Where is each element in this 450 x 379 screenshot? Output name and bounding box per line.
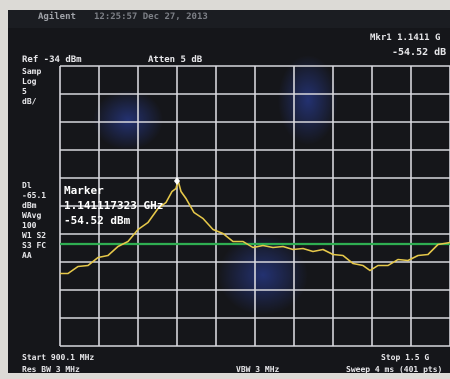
samp-label: Samp	[22, 67, 42, 76]
analyzer-screen: Agilent 12:25:57 Dec 27, 2013 Ref -34 dB…	[8, 10, 450, 373]
datetime-label: 12:25:57 Dec 27, 2013	[94, 12, 208, 22]
log-label: Log	[22, 77, 37, 86]
marker-frequency: 1.141117323 GHz	[64, 199, 164, 212]
brand-label: Agilent	[38, 12, 76, 22]
ref-level-label: Ref -34 dBm	[22, 55, 82, 65]
marker-amplitude: -54.52 dBm	[64, 214, 131, 227]
marker-diamond-icon	[174, 177, 180, 185]
stop-frequency-label: Stop 1.5 G	[381, 353, 430, 362]
scale-unit-label: dB/	[22, 97, 37, 106]
spectrum-display	[59, 55, 450, 347]
aa-label: AA	[22, 251, 32, 260]
w1s2-label: W1 S2	[22, 231, 47, 240]
attenuation-label: Atten 5 dB	[148, 55, 203, 65]
left-annotation-top: Samp Log 5 dB/	[22, 67, 41, 107]
dl-value-label: -65.1	[22, 191, 47, 200]
sweep-label: Sweep 4 ms (401 pts)	[346, 365, 443, 373]
dl-label: Dl	[22, 181, 32, 190]
vbw-label: VBW 3 MHz	[236, 365, 280, 373]
spectrum-trace	[60, 179, 450, 275]
marker-amplitude-label: -54.52 dB	[392, 47, 447, 58]
scale-value-label: 5	[22, 87, 27, 96]
marker-readout: Marker 1.141117323 GHz -54.52 dBm	[64, 183, 163, 228]
marker-frequency-label: Mkr1 1.1411 G	[370, 33, 441, 43]
s3fc-label: S3 FC	[22, 241, 47, 250]
dl-unit-label: dBm	[22, 201, 37, 210]
start-frequency-label: Start 900.1 MHz	[22, 353, 95, 362]
title-bar	[8, 10, 450, 28]
screen-glare-blob	[218, 235, 308, 315]
marker-title: Marker	[64, 184, 104, 197]
graticule	[59, 65, 450, 347]
left-annotation-bottom: Dl -65.1 dBm WAvg 100 W1 S2 S3 FC AA	[22, 181, 46, 261]
res-bw-label: Res BW 3 MHz	[22, 365, 80, 373]
screen-glare-blob	[93, 90, 163, 150]
wavg-label: WAvg	[22, 211, 42, 220]
screen-glare-blob	[278, 55, 338, 145]
avg-count-label: 100	[22, 221, 37, 230]
